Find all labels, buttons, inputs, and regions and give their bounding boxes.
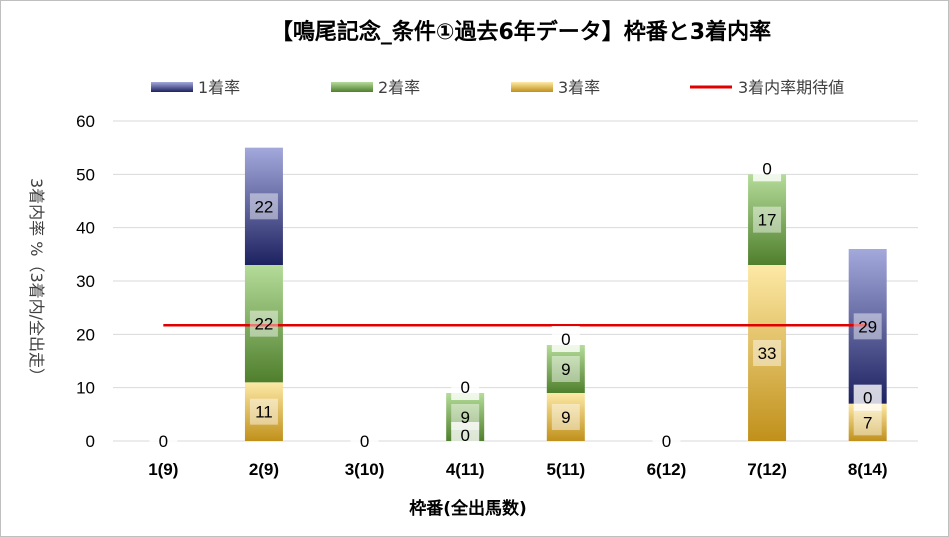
y-axis-ticks: 0 10 20 30 40 50 60	[76, 112, 95, 451]
y-tick-label: 40	[76, 219, 95, 238]
legend-label-2nd: 2着率	[378, 78, 420, 97]
bar-segment-2nd	[748, 174, 787, 265]
legend-swatch-2nd	[331, 82, 373, 92]
y-tick-label: 50	[76, 165, 95, 184]
data-label-bg	[350, 428, 379, 454]
data-label: 0	[561, 330, 570, 349]
x-axis-label: 枠番(全出馬数)	[409, 498, 527, 519]
legend-label-expected: 3着内率期待値	[738, 78, 844, 97]
y-tick-label: 20	[76, 325, 95, 344]
y-tick-label: 0	[86, 432, 95, 451]
x-tick-label: 8(14)	[848, 460, 888, 479]
x-tick-label: 3(10)	[345, 460, 385, 479]
data-label: 33	[758, 344, 777, 363]
y-tick-label: 60	[76, 112, 95, 131]
legend: 1着率 2着率 3着率 3着内率期待値	[151, 78, 844, 97]
data-label-bg	[551, 326, 580, 352]
legend-label-3rd: 3着率	[558, 78, 600, 97]
data-label-bg	[551, 356, 580, 382]
x-tick-label: 6(12)	[647, 460, 687, 479]
data-label-bg	[249, 193, 278, 220]
y-tick-label: 10	[76, 379, 95, 398]
data-label-bg	[451, 422, 480, 448]
data-label: 0	[762, 159, 771, 178]
legend-swatch-3rd	[511, 82, 553, 92]
data-label-bg	[249, 398, 278, 425]
data-label: 29	[858, 317, 877, 336]
x-tick-label: 7(12)	[747, 460, 787, 479]
bar-segment-3rd	[546, 393, 585, 441]
bar-segment-1st	[244, 147, 283, 265]
bar-segment-2nd	[546, 345, 585, 393]
data-label-bg	[451, 374, 480, 400]
chart-title: 【鳴尾記念_条件①過去6年データ】枠番と3着内率	[271, 19, 771, 45]
y-axis-label: 3着内率 %（3着内/全出走）	[27, 178, 46, 384]
x-tick-label: 1(9)	[148, 460, 178, 479]
data-label: 9	[460, 408, 469, 427]
bar-segment-2nd	[244, 265, 283, 383]
x-tick-label: 2(9)	[249, 460, 279, 479]
legend-swatch-1st	[151, 82, 193, 92]
data-label-bg	[753, 340, 782, 366]
data-label: 17	[758, 211, 777, 230]
bar-segment-3rd	[748, 265, 787, 441]
data-label: 0	[863, 389, 872, 408]
data-label-bg	[853, 313, 882, 340]
data-label: 11	[255, 403, 273, 422]
data-label: 0	[159, 432, 168, 451]
bar-segment-3rd	[244, 382, 283, 441]
gridlines	[113, 120, 918, 442]
data-label: 22	[254, 315, 273, 334]
bars	[244, 147, 887, 441]
data-label: 0	[662, 432, 671, 451]
data-label-bg	[249, 310, 278, 337]
x-tick-label: 5(11)	[546, 460, 585, 479]
data-label: 0	[360, 432, 369, 451]
data-label: 9	[561, 360, 570, 379]
data-label-bg	[753, 206, 782, 233]
data-label-bg	[753, 155, 782, 182]
data-label-bg	[149, 428, 178, 454]
data-label: 0	[460, 426, 469, 445]
x-tick-label: 4(11)	[446, 460, 485, 479]
data-label: 9	[561, 408, 570, 427]
data-label: 7	[863, 413, 872, 432]
x-axis-ticks: 1(9) 2(9) 3(10) 4(11) 5(11) 6(12) 7(12) 8(14)	[148, 460, 887, 479]
legend-label-1st: 1着率	[198, 78, 240, 97]
data-label-bg	[853, 409, 882, 436]
data-label: 22	[254, 197, 273, 216]
y-tick-label: 30	[76, 272, 95, 291]
data-label-bg	[451, 404, 480, 430]
data-label-bg	[652, 428, 681, 454]
data-label-bg	[853, 384, 882, 411]
data-label-bg	[551, 404, 580, 430]
data-label: 0	[460, 378, 469, 397]
